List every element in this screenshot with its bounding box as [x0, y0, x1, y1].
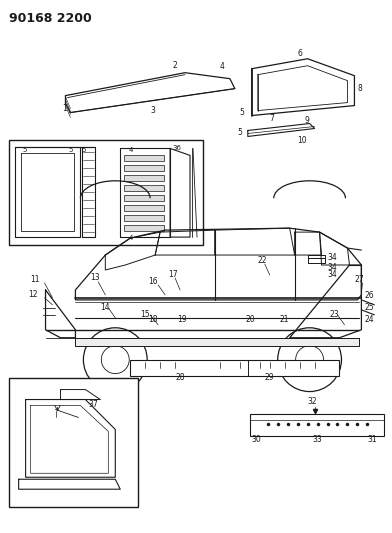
Text: 19: 19 — [177, 316, 187, 324]
Text: 1: 1 — [62, 104, 67, 113]
Text: 12: 12 — [29, 290, 38, 300]
Text: 13: 13 — [91, 273, 100, 282]
Text: 14: 14 — [100, 303, 110, 312]
Bar — [124, 215, 164, 221]
Text: 15: 15 — [140, 310, 150, 319]
Text: 21: 21 — [280, 316, 289, 324]
Text: 5: 5 — [69, 148, 73, 154]
Text: 5: 5 — [23, 148, 27, 154]
Text: 25: 25 — [365, 303, 374, 312]
Bar — [250, 415, 384, 437]
Text: 9: 9 — [305, 116, 310, 125]
Text: 20: 20 — [246, 316, 256, 324]
Text: 11: 11 — [31, 276, 40, 285]
Text: 32: 32 — [308, 397, 317, 406]
Text: 34: 34 — [328, 270, 337, 279]
Bar — [75, 338, 359, 346]
Bar — [124, 156, 164, 161]
Text: 6: 6 — [298, 49, 303, 58]
Text: 7: 7 — [270, 114, 275, 123]
Bar — [124, 205, 164, 211]
Text: 31: 31 — [367, 435, 377, 444]
Text: 33: 33 — [312, 435, 322, 444]
Bar — [9, 377, 138, 507]
Bar — [124, 195, 164, 201]
Text: 4: 4 — [128, 235, 132, 241]
Text: 17: 17 — [168, 270, 178, 279]
Text: 4: 4 — [220, 62, 225, 71]
Text: 37: 37 — [88, 400, 98, 409]
Bar — [124, 175, 164, 181]
Text: 90168 2200: 90168 2200 — [9, 12, 91, 26]
Text: 24: 24 — [365, 316, 374, 324]
Text: 4: 4 — [128, 148, 132, 154]
Bar — [9, 141, 203, 245]
Text: 2: 2 — [172, 61, 177, 70]
Text: 23: 23 — [330, 310, 339, 319]
Text: 36: 36 — [172, 146, 181, 151]
Text: 5: 5 — [81, 148, 85, 154]
Text: 29: 29 — [265, 373, 274, 382]
Bar — [130, 360, 339, 376]
Text: 16: 16 — [148, 278, 158, 286]
Bar — [124, 165, 164, 171]
Text: 26: 26 — [365, 292, 374, 301]
Text: 30: 30 — [252, 435, 261, 444]
Text: 28: 28 — [175, 373, 185, 382]
Text: 18: 18 — [148, 316, 158, 324]
Text: 5: 5 — [240, 108, 245, 117]
Text: 8: 8 — [358, 84, 362, 93]
Text: 3: 3 — [150, 106, 155, 115]
Text: 10: 10 — [298, 136, 307, 145]
Text: 34: 34 — [328, 263, 337, 272]
Bar — [124, 185, 164, 191]
Text: 34: 34 — [328, 253, 337, 262]
Text: 5: 5 — [238, 128, 243, 137]
Text: 22: 22 — [258, 255, 267, 264]
Bar — [124, 225, 164, 231]
Text: 27: 27 — [354, 276, 364, 285]
